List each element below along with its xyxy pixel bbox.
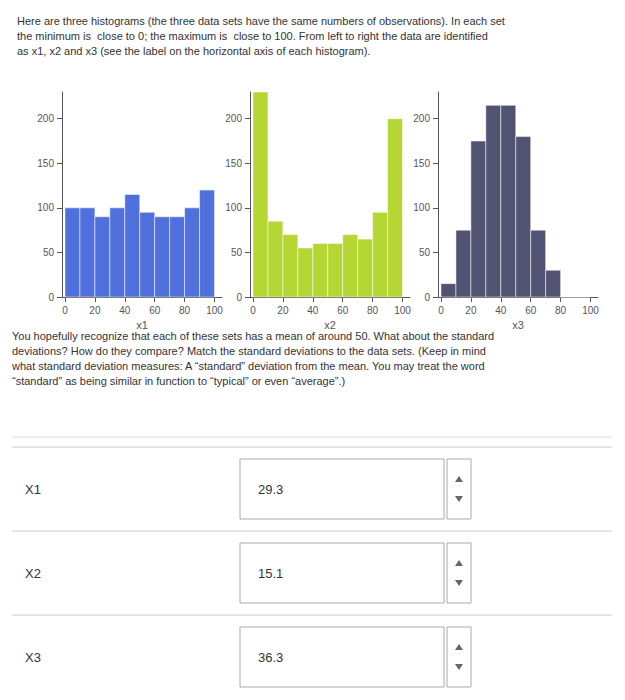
svg-text:150: 150 [37,158,54,169]
svg-text:100: 100 [394,305,411,316]
svg-text:80: 80 [179,305,191,316]
svg-text:0: 0 [48,292,54,303]
svg-text:x1: x1 [136,319,148,331]
svg-text:40: 40 [119,305,131,316]
svg-text:40: 40 [495,305,507,316]
svg-text:100: 100 [206,305,223,316]
svg-text:60: 60 [337,305,349,316]
svg-text:36.3: 36.3 [258,650,283,665]
svg-text:80: 80 [555,305,567,316]
svg-text:0: 0 [236,292,242,303]
svg-text:0: 0 [438,305,444,316]
svg-text:20: 20 [89,305,101,316]
svg-text:60: 60 [149,305,161,316]
svg-text:X2: X2 [25,566,41,581]
svg-text:20: 20 [277,305,289,316]
svg-text:50: 50 [419,247,431,258]
svg-text:X3: X3 [25,650,41,665]
svg-text:80: 80 [367,305,379,316]
svg-text:0: 0 [250,305,256,316]
svg-text:29.3: 29.3 [258,482,283,497]
svg-text:150: 150 [225,158,242,169]
svg-text:You hopefully recognize that e: You hopefully recognize that each of the… [12,330,494,342]
svg-text:200: 200 [37,113,54,124]
svg-text:as x1, x2 and x3 (see the labe: as x1, x2 and x3 (see the label on the h… [17,45,370,57]
svg-text:x3: x3 [512,319,524,331]
svg-text:50: 50 [43,247,55,258]
svg-text:200: 200 [225,113,242,124]
svg-text:what standard deviation measur: what standard deviation measures: A “sta… [11,360,485,372]
svg-text:Here are three histograms (the: Here are three histograms (the three dat… [17,15,505,27]
svg-text:100: 100 [225,202,242,213]
svg-text:“standard” as being similar in: “standard” as being similar in function … [12,375,345,387]
svg-text:20: 20 [465,305,477,316]
svg-text:100: 100 [582,305,599,316]
svg-text:100: 100 [413,202,430,213]
svg-text:the minimum is close to 0; th: the minimum is close to 0; the maximum i… [17,30,488,42]
svg-text:0: 0 [424,292,430,303]
svg-text:deviations? How do they compar: deviations? How do they compare? Match t… [12,345,486,357]
svg-text:200: 200 [413,113,430,124]
svg-text:100: 100 [37,202,54,213]
svg-text:0: 0 [62,305,68,316]
svg-text:40: 40 [307,305,319,316]
svg-text:60: 60 [525,305,537,316]
svg-text:X1: X1 [25,482,41,497]
svg-text:x2: x2 [324,319,336,331]
svg-text:150: 150 [413,158,430,169]
svg-text:15.1: 15.1 [258,566,283,581]
svg-text:50: 50 [231,247,243,258]
